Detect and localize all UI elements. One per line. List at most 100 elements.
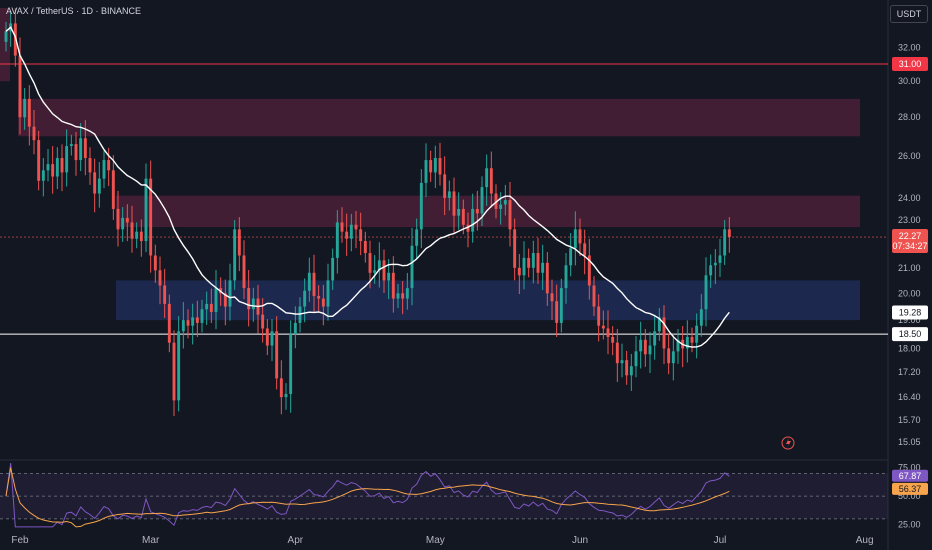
candle-body [508,200,512,230]
candle [713,249,717,285]
candle [144,163,148,253]
y-tick-label: 24.00 [898,193,921,203]
candle [331,248,335,290]
candle [158,256,162,305]
candle [177,316,181,412]
candle-body [195,317,199,323]
x-month-label: Mar [142,535,160,546]
candle [471,193,475,243]
candle [401,281,405,315]
candle [611,326,615,356]
candle-body [690,336,694,343]
moving-average-line [5,26,730,348]
candle [373,255,377,284]
candle-body [489,168,493,194]
candle [153,244,157,283]
candle-body [158,270,162,286]
candle [629,353,633,391]
candle-body [354,224,358,230]
candle [620,343,624,378]
candle-body [27,98,31,127]
candle [690,327,694,353]
candle [606,310,610,355]
candle [559,278,563,333]
candle [107,147,111,186]
candle-body [265,328,269,346]
candle-body [559,288,563,323]
candle [321,284,325,326]
candle-body [527,257,531,268]
candle [293,306,297,349]
candle-body [513,229,517,268]
candle [564,253,568,304]
candle-body [704,275,708,310]
candle-body [466,224,470,232]
candle [377,242,381,288]
candle [387,259,391,300]
candle-body [583,243,587,256]
x-month-label: Apr [288,535,304,546]
rsi-tick-label: 25.00 [898,520,921,530]
candle-body [671,351,675,364]
candle [172,330,176,416]
candle-body [312,272,316,296]
candle-body [32,126,36,141]
candle-body [611,336,615,343]
candle-body [125,217,129,223]
x-month-label: May [426,535,445,546]
candle [116,190,120,247]
candle-body [153,255,157,271]
candle [447,180,451,211]
symbol-title: AVAX / TetherUS · 1D · BINANCE [6,6,142,16]
candle [639,321,643,369]
currency-selector[interactable]: USDT [890,5,928,23]
candle-body [167,303,171,343]
candle [125,204,129,242]
zone-red-0 [18,98,860,137]
candle [74,131,78,176]
candle [32,110,36,155]
candle-body [415,229,419,246]
candle-body [443,174,447,198]
candle-body [363,241,367,254]
candle [410,227,414,306]
candle-body [270,331,274,346]
lightning-icon [781,436,795,450]
candle-body [368,253,372,273]
candle-body [471,208,475,232]
candle [583,229,587,275]
candle-body [541,262,545,273]
candle-body [228,280,232,307]
x-month-label: Jul [714,535,727,546]
candle-body [177,331,181,401]
rsi-ma-value-tag: 56.37 [899,484,922,494]
candle [242,240,246,300]
candle [237,217,241,272]
candle [326,263,330,321]
candle-body [657,317,661,332]
candle-body [653,331,657,346]
candle [209,288,213,323]
candle [443,156,447,216]
y-tick-label: 21.00 [898,263,921,273]
candle-body [615,342,619,364]
candle-body [667,348,671,364]
candle-body [625,360,629,376]
candle-body [116,208,120,230]
candle-body [545,262,549,294]
candle-body [396,293,400,299]
candle [601,310,605,340]
candle [275,316,279,390]
candle [247,270,251,327]
candle [223,279,227,326]
candle-body [573,229,577,249]
candle-body [424,160,428,183]
candle [233,220,237,290]
candle-body [662,317,666,349]
candle-body [634,351,638,367]
candle-body [60,158,64,173]
candle [60,144,64,192]
candle-body [592,285,596,307]
candle [513,218,517,281]
